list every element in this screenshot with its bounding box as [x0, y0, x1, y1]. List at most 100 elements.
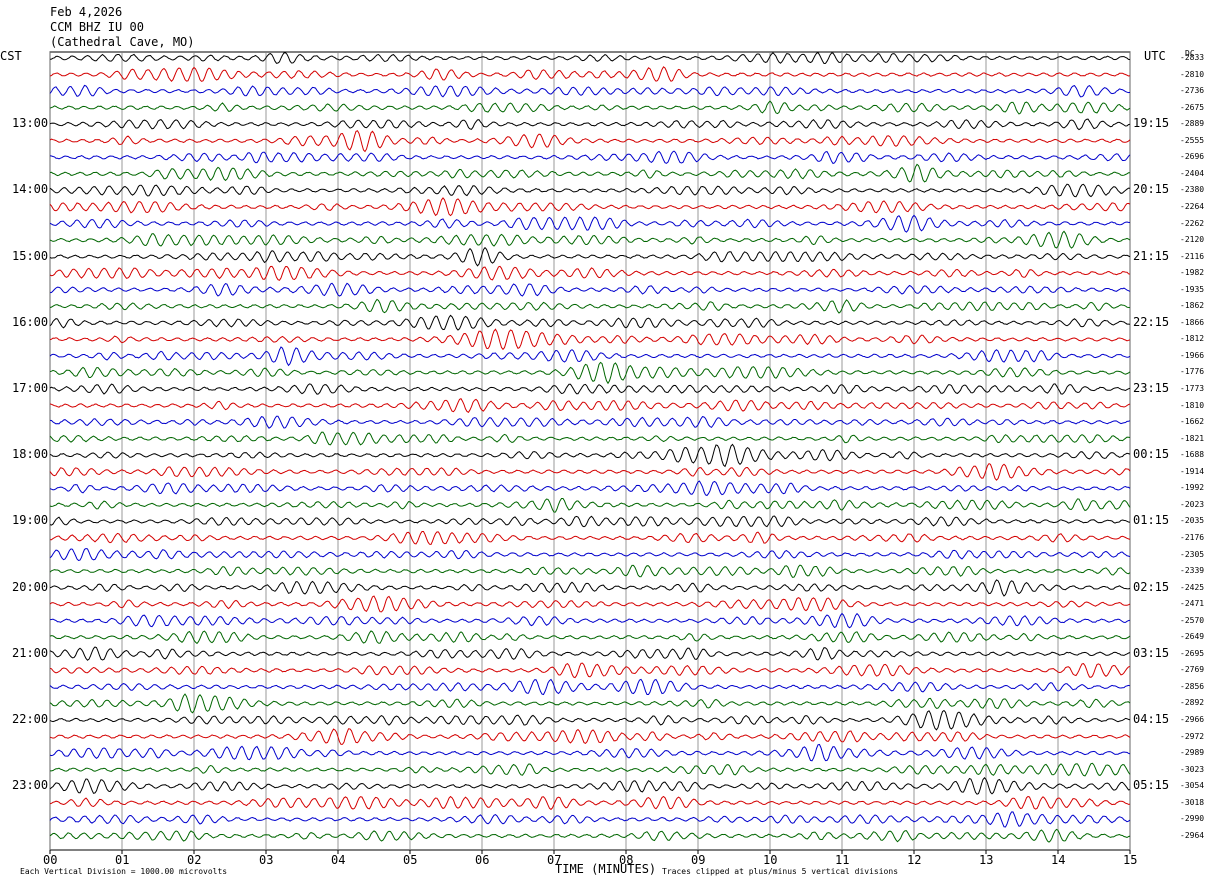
dc-offset-label: -3054: [1180, 781, 1205, 791]
left-hour-label: 21:00: [12, 645, 49, 660]
x-tick-label: 09: [691, 853, 706, 867]
dc-offset-label: -1662: [1180, 417, 1205, 427]
trace-line: [50, 762, 1131, 777]
trace-line: [49, 265, 1131, 281]
dc-offset-label: -2972: [1180, 731, 1205, 741]
header-location: (Cathedral Cave, MO): [50, 35, 195, 49]
dc-offset-label: -2116: [1180, 251, 1205, 261]
trace-line: [49, 361, 1131, 385]
x-tick-label: 08: [619, 853, 634, 867]
x-tick-label: 14: [1051, 853, 1066, 867]
left-hour-label: 23:00: [12, 778, 49, 793]
plot-grid: [49, 51, 1131, 851]
trace-line: [49, 183, 1131, 198]
x-tick-label: 11: [835, 853, 850, 867]
dc-offset-label: -2570: [1180, 615, 1205, 625]
dc-offset-label: -2262: [1180, 218, 1205, 228]
left-hour-label: 22:00: [12, 712, 49, 726]
left-hour-label: 13:00: [12, 116, 49, 131]
left-hour-label: 18:00: [12, 447, 49, 462]
clip-note: Traces clipped at plus/minus 5 vertical …: [662, 867, 899, 876]
dc-offset-label: -1866: [1180, 317, 1205, 327]
trace-line: [49, 709, 1131, 731]
x-tick-label: 15: [1123, 853, 1138, 867]
trace-line: [49, 678, 1131, 696]
dc-offset-label: -2892: [1180, 698, 1205, 708]
left-hour-label: 15:00: [12, 248, 49, 263]
dc-offset-label: -2989: [1180, 748, 1205, 758]
trace-line: [49, 214, 1131, 233]
trace-line: [49, 531, 1131, 545]
trace-line: [49, 130, 1131, 153]
dc-offset-label: -2339: [1180, 566, 1205, 576]
trace-line: [49, 314, 1131, 331]
right-hour-label: 02:15: [1133, 579, 1170, 594]
right-hour-label: 20:15: [1133, 182, 1170, 197]
trace-line: [49, 728, 1131, 745]
dc-offset-label: -1812: [1180, 334, 1205, 344]
trace-line: [49, 462, 1131, 481]
dc-offset-label: -2966: [1180, 715, 1205, 724]
left-hour-label: 20:00: [12, 579, 49, 594]
dc-offset-label: -2471: [1180, 599, 1205, 609]
header-date: Feb 4,2026: [50, 5, 123, 19]
trace-line: [49, 100, 1131, 115]
dc-offset-label: -1773: [1180, 384, 1205, 393]
left-hour-label: 17:00: [12, 381, 49, 395]
trace-line: [49, 630, 1131, 645]
right-hour-label: 01:15: [1133, 513, 1170, 528]
dc-offset-label: -2035: [1180, 516, 1205, 526]
x-tick-label: 12: [907, 853, 922, 867]
dc-offset-label: -1810: [1180, 400, 1205, 410]
trace-line: [49, 579, 1131, 597]
trace-line: [49, 383, 1131, 395]
trace-line: [49, 66, 1131, 82]
trace-line: [49, 298, 1131, 314]
dc-offset-label: -2736: [1180, 86, 1205, 96]
dc-offset-label: -2889: [1180, 119, 1205, 129]
right-hour-label: 05:15: [1133, 778, 1170, 793]
trace-line: [49, 163, 1130, 183]
right-hour-label: 19:15: [1133, 116, 1170, 131]
trace-line: [49, 564, 1131, 578]
dc-offset-label: -2649: [1180, 632, 1205, 642]
trace-line: [49, 282, 1131, 297]
trace-line: [49, 480, 1131, 497]
dc-offset-label: -1966: [1180, 350, 1205, 360]
left-hour-label: 14:00: [12, 182, 49, 197]
dc-offset-label: -2964: [1180, 830, 1205, 840]
dc-offset-label: -2380: [1180, 185, 1205, 195]
dc-offset-label: -2404: [1180, 168, 1205, 178]
trace-line: [49, 51, 1131, 65]
trace-line: [49, 662, 1131, 679]
dc-offset-label: -1914: [1180, 466, 1205, 476]
x-tick-label: 06: [475, 853, 490, 867]
right-hour-label: 00:15: [1133, 447, 1170, 462]
dc-offset-label: -2264: [1180, 201, 1205, 211]
left-hour-label: 16:00: [12, 314, 49, 329]
dc-offset-label: -2120: [1180, 235, 1205, 245]
trace-line: [49, 777, 1131, 795]
dc-offset-label: -2176: [1180, 532, 1205, 542]
trace-line: [49, 346, 1131, 367]
dc-label: DC: [1185, 49, 1195, 58]
trace-line: [49, 246, 1131, 267]
dc-offset-label: -2990: [1180, 814, 1205, 824]
dc-offset-label: -1776: [1180, 367, 1205, 377]
trace-line: [49, 415, 1131, 429]
plot-frame: [49, 51, 1131, 851]
dc-offset-label: -2675: [1180, 102, 1205, 112]
trace-line: [49, 84, 1131, 98]
right-hour-label: 03:15: [1133, 645, 1170, 660]
trace-line: [49, 150, 1131, 165]
x-tick-label: 03: [259, 853, 274, 867]
seismic-traces: [49, 51, 1131, 843]
dc-offset-label: -3018: [1180, 797, 1205, 807]
trace-line: [49, 431, 1131, 446]
dc-offset-label: -1862: [1180, 301, 1205, 311]
right-timezone-label: UTC: [1144, 49, 1166, 63]
x-tick-label: 13: [979, 853, 994, 867]
right-hour-label: 22:15: [1133, 314, 1170, 329]
trace-line: [49, 118, 1131, 131]
x-tick-label: 02: [187, 853, 202, 867]
